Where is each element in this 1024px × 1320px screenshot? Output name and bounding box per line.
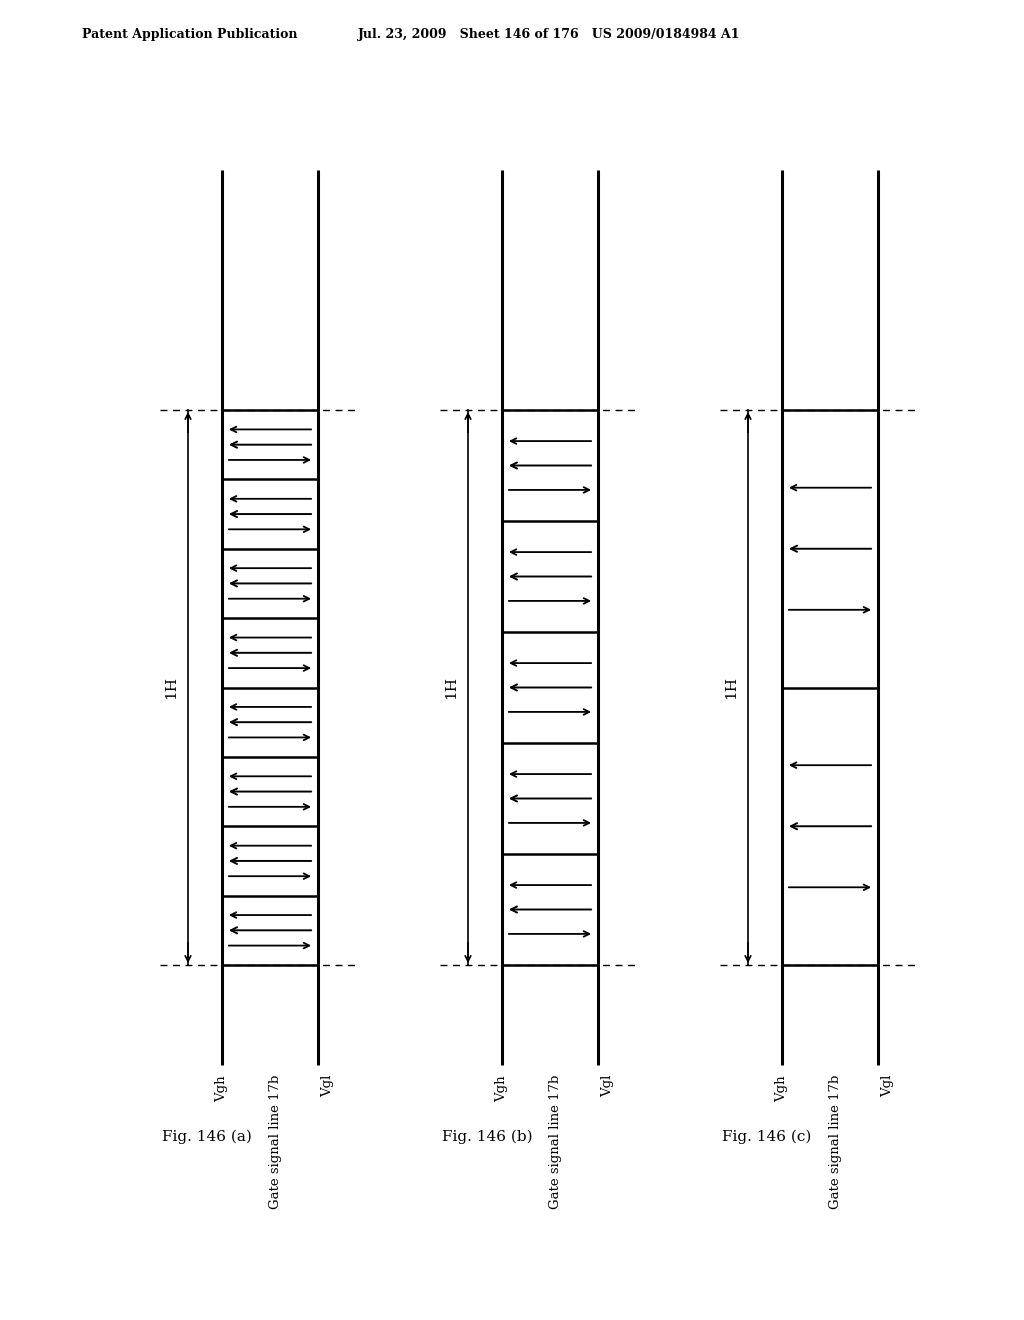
Text: Fig. 146 (c): Fig. 146 (c)	[722, 1130, 811, 1144]
Text: Vgh: Vgh	[775, 1074, 788, 1102]
Text: Jul. 23, 2009   Sheet 146 of 176   US 2009/0184984 A1: Jul. 23, 2009 Sheet 146 of 176 US 2009/0…	[358, 28, 740, 41]
Text: Gate signal line 17b: Gate signal line 17b	[549, 1074, 561, 1209]
Text: 1H: 1H	[724, 676, 738, 700]
Text: Gate signal line 17b: Gate signal line 17b	[828, 1074, 842, 1209]
Text: Patent Application Publication: Patent Application Publication	[82, 28, 298, 41]
Text: Vgh: Vgh	[496, 1074, 509, 1102]
Text: Fig. 146 (a): Fig. 146 (a)	[162, 1130, 252, 1144]
Text: Vgl: Vgl	[601, 1074, 614, 1097]
Text: 1H: 1H	[444, 676, 458, 700]
Text: Vgh: Vgh	[215, 1074, 228, 1102]
Text: 1H: 1H	[164, 676, 178, 700]
Text: Vgl: Vgl	[322, 1074, 335, 1097]
Text: Fig. 146 (b): Fig. 146 (b)	[442, 1130, 532, 1144]
Text: Gate signal line 17b: Gate signal line 17b	[268, 1074, 282, 1209]
Text: Vgl: Vgl	[882, 1074, 895, 1097]
